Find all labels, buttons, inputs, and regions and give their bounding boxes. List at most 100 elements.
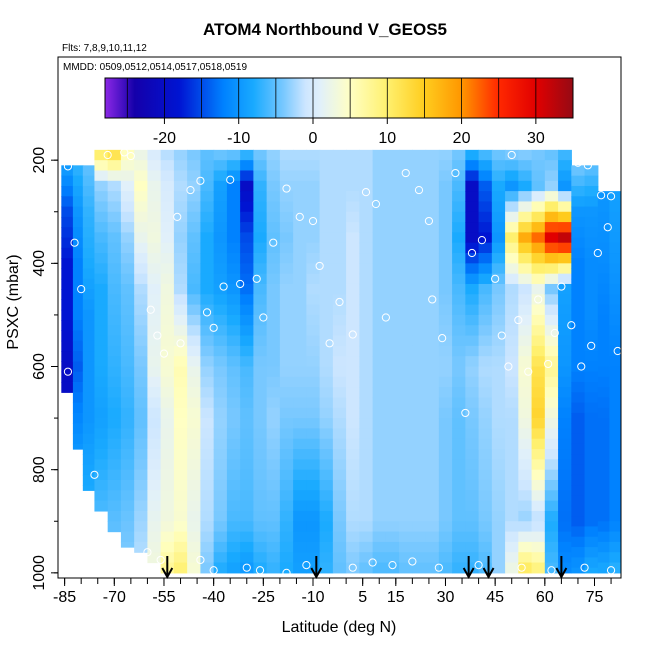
- heatmap-cell: [452, 366, 466, 378]
- heatmap-cell: [72, 330, 84, 342]
- observation-point: [269, 238, 278, 247]
- heatmap-cell: [134, 345, 149, 357]
- heatmap-cell: [372, 397, 387, 409]
- heatmap-cell: [478, 541, 493, 553]
- heatmap-cell: [253, 490, 268, 502]
- heatmap-cell: [120, 428, 135, 440]
- heatmap-cell: [266, 469, 281, 481]
- heatmap-cell: [134, 469, 149, 481]
- observation-point: [491, 274, 500, 283]
- heatmap-cell: [147, 552, 162, 564]
- heatmap-cell: [385, 345, 400, 357]
- heatmap-cell: [465, 304, 480, 316]
- heatmap-cell: [505, 407, 519, 419]
- heatmap-cell: [240, 490, 254, 502]
- heatmap-cell: [160, 500, 175, 512]
- heatmap-cell: [94, 201, 109, 213]
- heatmap-cell: [438, 500, 453, 512]
- heatmap-cell: [372, 325, 387, 337]
- observation-point: [424, 216, 434, 226]
- heatmap-cell: [306, 541, 321, 553]
- heatmap-cell: [359, 294, 374, 306]
- heatmap-cell: [279, 222, 294, 233]
- heatmap-cell: [531, 211, 546, 223]
- heatmap-cell: [147, 366, 162, 378]
- heatmap-cell: [306, 345, 321, 357]
- heatmap-cell: [226, 438, 241, 450]
- heatmap-cell: [438, 376, 453, 388]
- heatmap-cell: [187, 304, 202, 316]
- heatmap-cell: [266, 160, 281, 172]
- heatmap-cell: [412, 521, 427, 533]
- heatmap-cell: [465, 253, 480, 264]
- heatmap-cell: [226, 562, 241, 574]
- heatmap-cell: [226, 335, 241, 347]
- heatmap-cell: [187, 170, 202, 182]
- heatmap-cell: [597, 314, 611, 326]
- heatmap-cell: [279, 160, 294, 172]
- heatmap-cell: [385, 541, 400, 553]
- heatmap-cell: [491, 387, 506, 399]
- heatmap-cell: [425, 490, 440, 502]
- heatmap-cell: [319, 407, 334, 419]
- heatmap-cell: [306, 376, 321, 388]
- heatmap-cell: [173, 397, 188, 409]
- heatmap-cell: [319, 521, 334, 533]
- heatmap-cell: [134, 222, 149, 233]
- heatmap-cell: [531, 366, 546, 378]
- heatmap-cell: [412, 263, 427, 275]
- heatmap-cell: [306, 407, 321, 419]
- observation-points: [63, 148, 621, 577]
- heatmap-cell: [465, 418, 480, 430]
- heatmap-cell: [571, 371, 586, 383]
- heatmap-cell: [518, 490, 533, 502]
- heatmap-cell: [226, 552, 241, 564]
- heatmap-cell: [61, 247, 74, 259]
- heatmap-cell: [94, 160, 109, 172]
- heatmap-cell: [306, 428, 321, 440]
- heatmap-cell: [266, 304, 281, 316]
- heatmap-cell: [505, 325, 519, 337]
- heatmap-cell: [266, 449, 281, 460]
- heatmap-cell: [399, 387, 413, 399]
- heatmap-cell: [531, 428, 546, 440]
- heatmap-cell: [609, 273, 621, 285]
- heatmap-cell: [346, 180, 360, 192]
- heatmap-cell: [609, 242, 621, 254]
- heatmap-cell: [253, 562, 268, 574]
- heatmap-cell: [346, 459, 360, 471]
- heatmap-cell: [82, 278, 96, 290]
- heatmap-cell: [173, 191, 188, 203]
- heatmap-cell: [584, 547, 599, 558]
- heatmap-cell: [279, 294, 294, 306]
- heatmap-cell: [332, 449, 347, 460]
- heatmap-cell: [134, 510, 149, 522]
- heatmap-cell: [160, 428, 175, 440]
- heatmap-cell: [385, 335, 400, 347]
- heatmap-cell: [531, 180, 546, 192]
- heatmap-cell: [544, 500, 559, 512]
- heatmap-cell: [266, 191, 281, 203]
- heatmap-cell: [478, 366, 493, 378]
- heatmap-cell: [253, 283, 268, 295]
- heatmap-cell: [558, 211, 572, 223]
- heatmap-cell: [425, 253, 440, 264]
- heatmap-cell: [571, 381, 586, 393]
- heatmap-cell: [160, 253, 175, 264]
- heatmap-cell: [293, 459, 307, 471]
- heatmap-cell: [266, 232, 281, 244]
- heatmap-cell: [518, 191, 533, 203]
- heatmap-cell: [147, 232, 162, 244]
- heatmap-cell: [120, 170, 135, 182]
- heatmap-cell: [465, 428, 480, 440]
- heatmap-cell: [584, 206, 599, 218]
- heatmap-cell: [438, 366, 453, 378]
- observation-point: [325, 339, 334, 348]
- heatmap-cell: [425, 438, 440, 450]
- heatmap-cell: [147, 438, 162, 450]
- heatmap-cell: [584, 536, 599, 548]
- heatmap-cell: [200, 438, 215, 450]
- heatmap-cell: [346, 314, 360, 326]
- heatmap-cell: [531, 325, 546, 337]
- observation-point: [371, 199, 381, 209]
